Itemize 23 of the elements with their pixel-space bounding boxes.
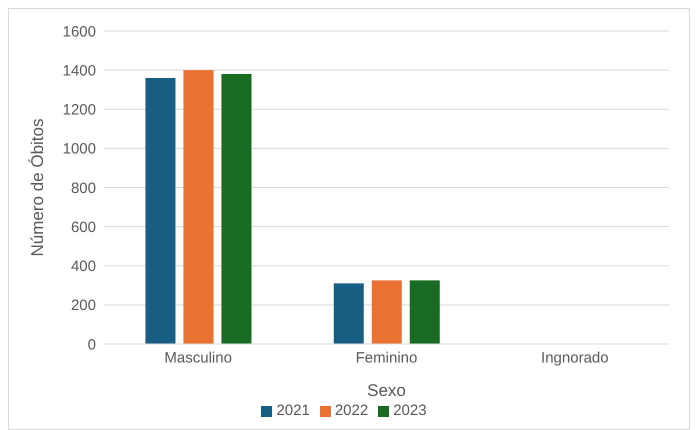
y-tick-label: 800 (70, 180, 96, 197)
y-tick-label: 600 (70, 218, 96, 236)
x-tick-label: Masculino (164, 350, 232, 367)
bar (145, 78, 176, 344)
x-tick-label: Ingnorado (541, 350, 609, 367)
y-tick-label: 1400 (62, 62, 96, 80)
bar (334, 283, 364, 344)
y-tick-label: 1600 (62, 23, 96, 40)
y-tick-label: 1200 (62, 102, 96, 119)
x-tick-label: Feminino (356, 350, 418, 367)
legend-label: 2022 (334, 402, 368, 419)
y-tick-label: 400 (70, 258, 96, 276)
bar (372, 280, 402, 344)
legend-label: 2021 (276, 402, 310, 419)
y-tick-label: 0 (88, 336, 96, 354)
bar (221, 74, 252, 344)
y-tick-label: 200 (70, 297, 96, 314)
y-tick-label: 1000 (62, 140, 96, 158)
bar (183, 70, 214, 344)
legend-label: 2023 (393, 402, 427, 419)
y-axis-title: Número de Óbitos (28, 118, 48, 256)
bar (410, 280, 440, 344)
x-axis-title: Sexo (367, 381, 406, 400)
